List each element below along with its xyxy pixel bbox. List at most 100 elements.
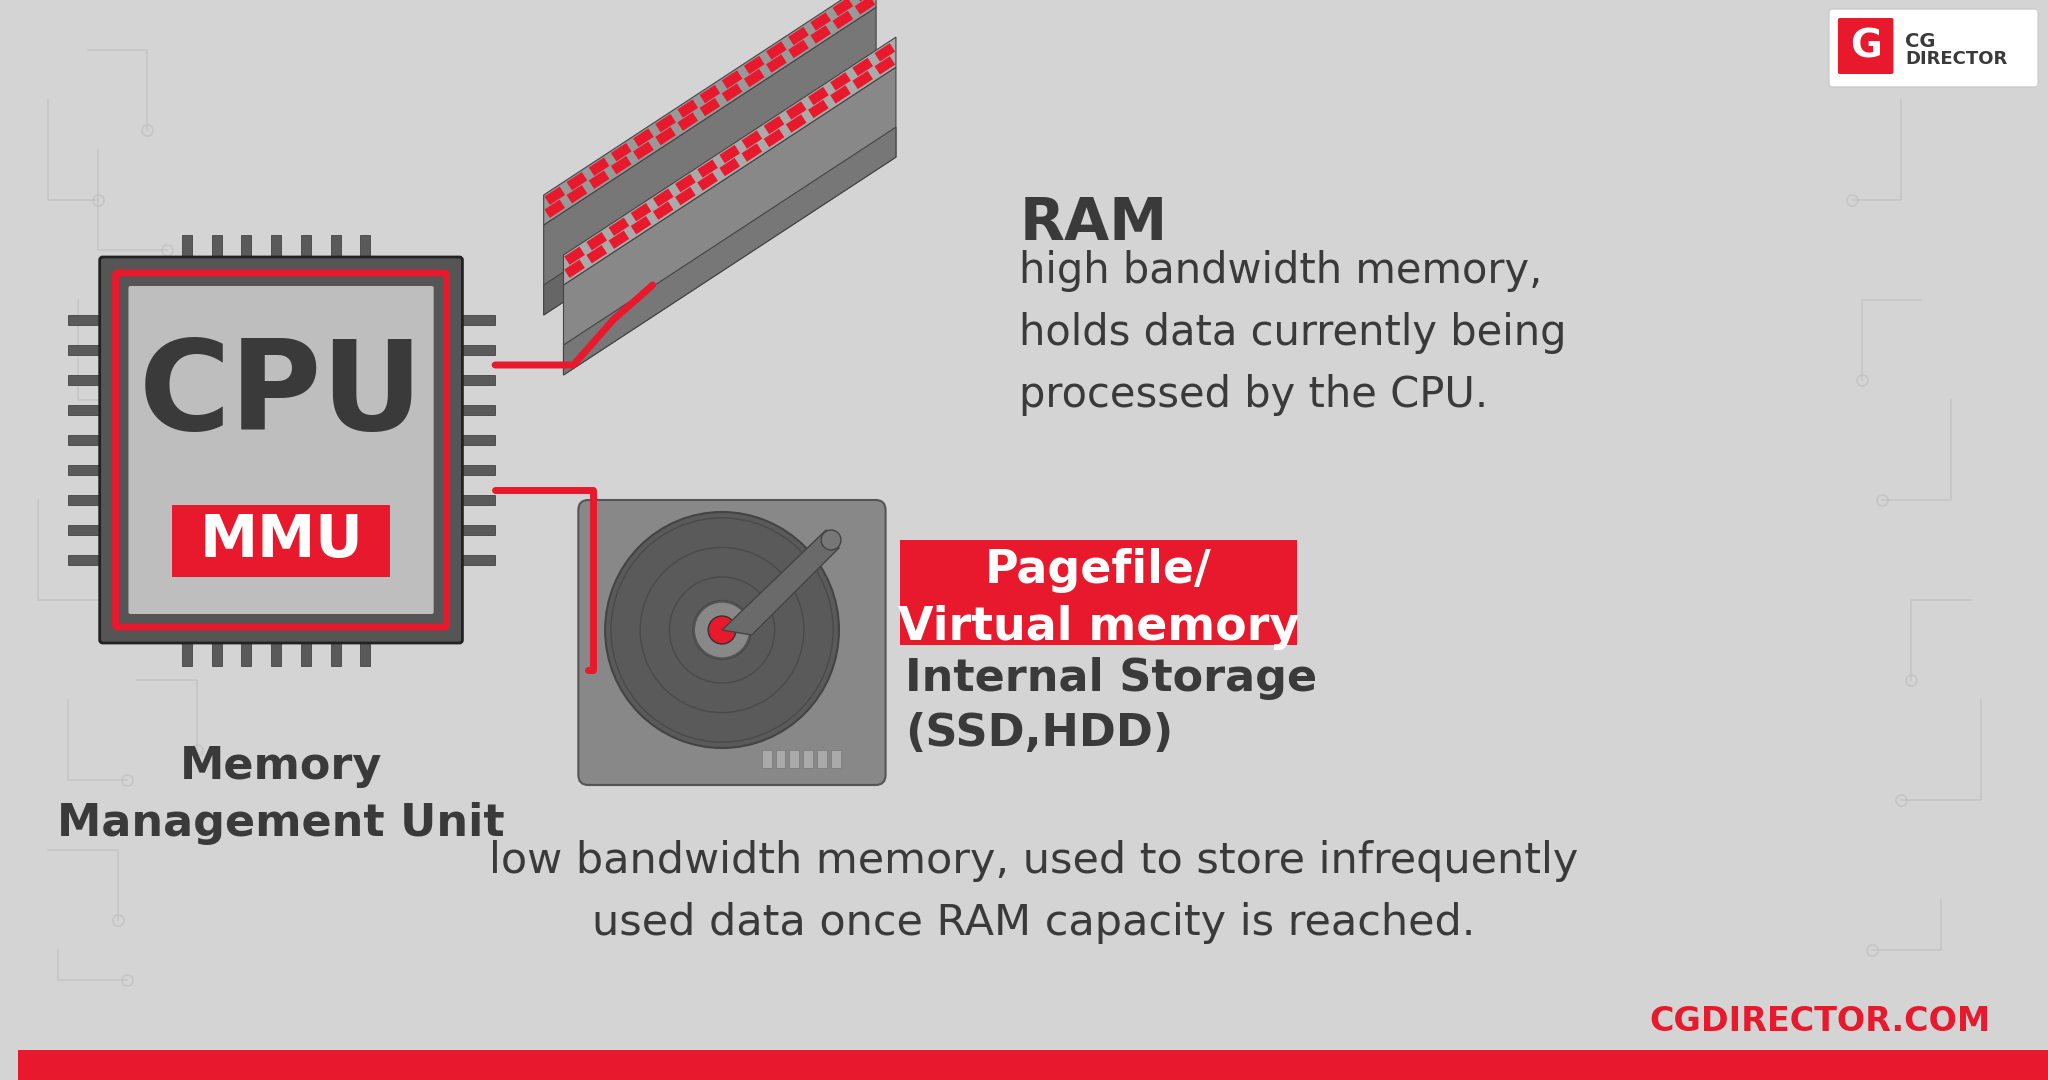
Text: low bandwidth memory, used to store infrequently
used data once RAM capacity is : low bandwidth memory, used to store infr… <box>489 840 1577 944</box>
Bar <box>696 160 719 178</box>
Bar <box>829 85 850 104</box>
Bar <box>457 495 496 505</box>
Bar <box>182 235 193 273</box>
Bar <box>457 345 496 355</box>
Bar <box>301 627 311 666</box>
Bar <box>68 405 106 415</box>
Bar <box>68 465 106 475</box>
FancyBboxPatch shape <box>901 540 1296 645</box>
Bar <box>700 98 721 117</box>
Bar <box>631 203 651 221</box>
Circle shape <box>604 512 840 748</box>
Bar <box>211 627 221 666</box>
Bar <box>633 129 653 147</box>
FancyBboxPatch shape <box>578 500 885 785</box>
Bar <box>776 750 786 768</box>
Bar <box>676 187 696 205</box>
Bar <box>588 171 610 189</box>
Bar <box>811 25 831 43</box>
Bar <box>834 11 854 29</box>
Bar <box>874 43 895 62</box>
Bar <box>242 235 252 273</box>
Bar <box>68 525 106 535</box>
Bar <box>586 245 606 264</box>
Bar <box>764 116 784 134</box>
Bar <box>811 12 831 30</box>
Bar <box>330 235 340 273</box>
Bar <box>817 750 827 768</box>
Bar <box>743 69 764 87</box>
Bar <box>242 627 252 666</box>
Bar <box>68 555 106 565</box>
Bar <box>834 0 854 16</box>
Polygon shape <box>723 530 840 635</box>
Bar <box>68 495 106 505</box>
Text: Memory
Management Unit: Memory Management Unit <box>57 745 506 845</box>
Bar <box>743 56 764 75</box>
Bar <box>68 375 106 384</box>
Bar <box>633 141 653 160</box>
Bar <box>270 235 281 273</box>
Bar <box>696 173 719 191</box>
Polygon shape <box>563 127 895 375</box>
Bar <box>719 158 739 176</box>
Bar <box>764 129 784 147</box>
FancyBboxPatch shape <box>1829 9 2038 87</box>
Polygon shape <box>543 0 877 225</box>
Text: MMU: MMU <box>199 513 362 569</box>
Bar <box>631 216 651 234</box>
Bar <box>182 627 193 666</box>
Bar <box>852 57 872 76</box>
Text: CGDIRECTOR.COM: CGDIRECTOR.COM <box>1649 1005 1991 1038</box>
Bar <box>809 86 829 105</box>
Bar <box>457 525 496 535</box>
Bar <box>762 750 772 768</box>
Circle shape <box>694 602 750 658</box>
Bar <box>330 627 340 666</box>
Bar <box>653 202 674 220</box>
Text: Pagefile/
Virtual memory: Pagefile/ Virtual memory <box>897 548 1298 650</box>
Circle shape <box>709 616 735 644</box>
Bar <box>741 131 762 149</box>
Bar <box>852 71 872 90</box>
Bar <box>788 27 809 45</box>
Bar <box>457 435 496 445</box>
Text: CPU: CPU <box>139 335 424 456</box>
Bar <box>457 465 496 475</box>
Text: RAM: RAM <box>1020 195 1167 252</box>
Bar <box>360 235 371 273</box>
Bar <box>610 143 631 161</box>
Bar <box>786 102 807 120</box>
Bar <box>678 112 698 131</box>
Bar <box>360 627 371 666</box>
Text: CG: CG <box>1905 32 1935 51</box>
Bar <box>831 750 842 768</box>
Bar <box>457 375 496 384</box>
Bar <box>68 435 106 445</box>
Bar <box>721 70 741 89</box>
Bar <box>608 230 629 248</box>
Bar <box>211 235 221 273</box>
Bar <box>719 145 739 163</box>
Bar <box>567 185 588 203</box>
Bar <box>565 246 586 265</box>
Bar <box>610 156 631 174</box>
Text: Internal Storage
(SSD,HDD): Internal Storage (SSD,HDD) <box>905 657 1317 755</box>
Bar <box>565 259 586 278</box>
Polygon shape <box>563 67 895 375</box>
Bar <box>301 235 311 273</box>
Bar <box>854 0 874 1</box>
Bar <box>457 315 496 325</box>
Bar <box>608 217 629 235</box>
FancyBboxPatch shape <box>172 505 389 577</box>
Bar <box>586 232 606 251</box>
Bar <box>700 85 721 104</box>
Bar <box>18 1050 2048 1080</box>
Polygon shape <box>543 67 877 315</box>
Bar <box>588 158 610 176</box>
Bar <box>678 99 698 118</box>
Bar <box>854 0 874 15</box>
Bar <box>655 127 676 146</box>
Bar <box>809 99 829 118</box>
Bar <box>874 56 895 75</box>
